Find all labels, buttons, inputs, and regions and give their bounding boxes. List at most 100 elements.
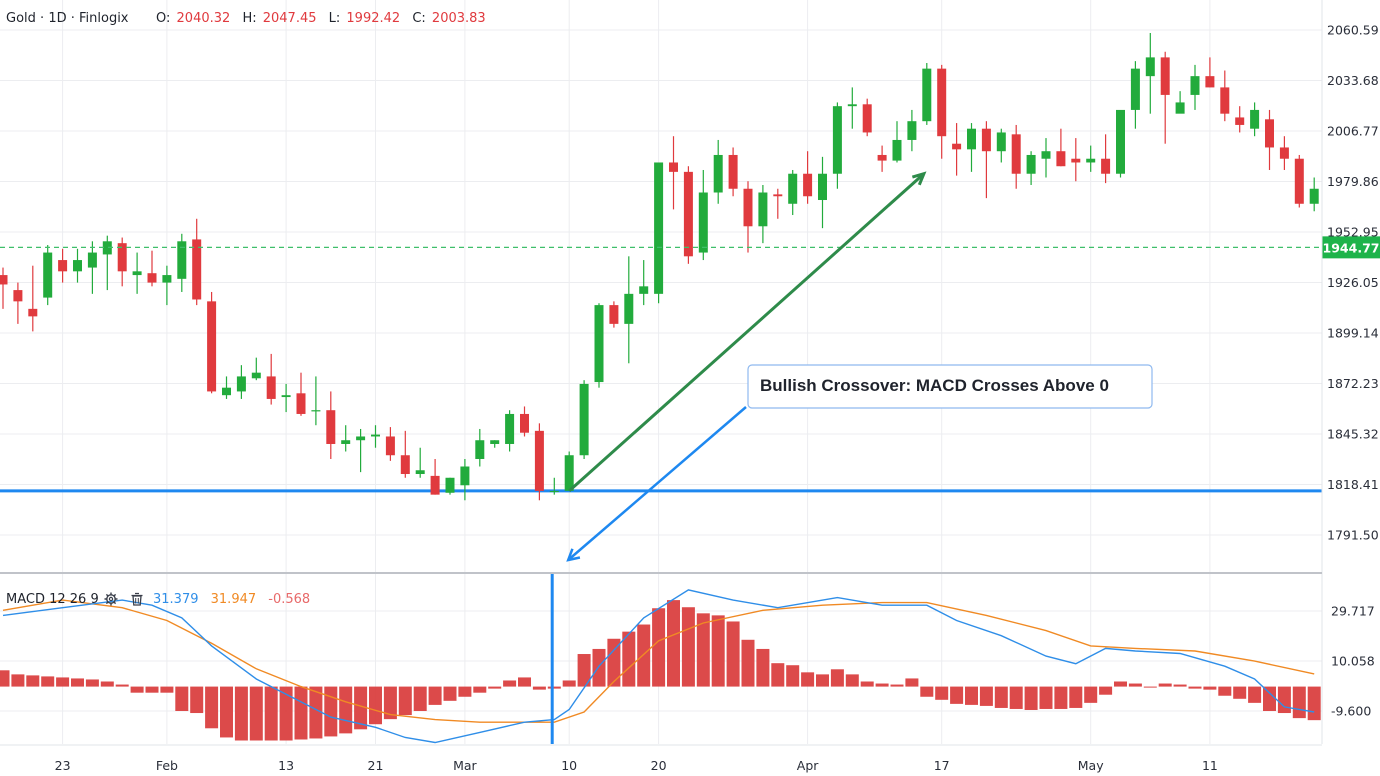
- macd-histogram-bar: [249, 686, 263, 741]
- macd-histogram-bar: [830, 669, 844, 687]
- macd-histogram-bar: [458, 686, 472, 697]
- candle-body: [579, 383, 589, 456]
- candle-body: [102, 241, 112, 255]
- candle: [162, 265, 172, 306]
- candle: [1190, 64, 1200, 110]
- macd-histogram-bar: [577, 654, 591, 687]
- ohlc-close-label: C:: [412, 11, 425, 26]
- candle-body: [564, 455, 574, 491]
- candle: [281, 383, 291, 413]
- candle: [877, 145, 887, 172]
- candle: [505, 410, 515, 452]
- trend-arrow-head: [911, 171, 927, 186]
- ohlc-close-value: 2003.83: [432, 11, 486, 26]
- candle: [266, 353, 276, 405]
- candle-body: [1205, 76, 1215, 88]
- time-tick-label: Apr: [797, 758, 819, 773]
- macd-histogram-bar: [518, 677, 531, 687]
- macd-histogram-bar: [41, 676, 55, 687]
- candle: [43, 245, 53, 306]
- time-tick-label: May: [1078, 758, 1104, 773]
- candle: [1309, 177, 1319, 212]
- current-price-label: 1944.77: [1323, 240, 1380, 255]
- candle: [788, 169, 798, 216]
- price-tick-label: 2060.59: [1327, 23, 1379, 38]
- candle-body: [818, 173, 827, 201]
- macd-tick-label: 29.717: [1331, 604, 1375, 619]
- macd-value: 31.379: [153, 592, 199, 607]
- candle-body: [847, 104, 857, 107]
- macd-histogram-bar: [532, 686, 546, 690]
- macd-histogram-bar: [205, 686, 219, 729]
- candle: [937, 64, 947, 159]
- candle-body: [654, 162, 664, 294]
- price-tick-label: 2006.77: [1327, 124, 1379, 139]
- candle: [728, 147, 738, 197]
- macd-histogram-bar: [100, 681, 114, 687]
- candle-body: [1101, 158, 1111, 174]
- candle-body: [371, 434, 380, 437]
- macd-histogram-bar: [145, 686, 159, 693]
- candle: [713, 139, 723, 204]
- macd-histogram-bar: [1173, 684, 1187, 687]
- settings-gear-icon[interactable]: [104, 592, 118, 606]
- candle: [0, 267, 8, 309]
- candle-body: [892, 139, 902, 161]
- candle-body: [1071, 158, 1081, 163]
- candle-body: [1160, 57, 1170, 95]
- delete-trash-icon[interactable]: [131, 592, 143, 606]
- candle: [192, 218, 202, 306]
- ohlc-values: O: 2040.32 H: 2047.45 L: 1992.42 C: 2003…: [156, 11, 486, 26]
- time-tick-label: 20: [651, 758, 667, 773]
- candle: [460, 458, 470, 501]
- macd-histogram-bar: [1128, 683, 1142, 687]
- macd-histogram-bar: [115, 684, 129, 687]
- candle-body: [877, 154, 887, 161]
- macd-histogram-bar: [264, 686, 278, 741]
- candle-body: [326, 410, 336, 444]
- macd-tick-label: 10.058: [1331, 654, 1375, 669]
- candle-body: [236, 376, 246, 392]
- macd-legend-values: 31.379 31.947 -0.568: [153, 592, 310, 607]
- macd-histogram-bar: [1263, 686, 1276, 711]
- macd-histogram-bar: [324, 686, 338, 737]
- candle: [1101, 134, 1111, 184]
- macd-histogram-bar: [354, 686, 368, 730]
- macd-histogram-bar: [1307, 686, 1321, 721]
- macd-params: 12 26 9: [49, 592, 99, 607]
- macd-legend: MACD 12 26 9 31.379 31.947 -0.568: [6, 592, 310, 607]
- candle: [654, 162, 664, 304]
- candle: [326, 391, 336, 459]
- candle: [341, 425, 351, 452]
- macd-histogram-bar: [994, 686, 1008, 708]
- macd-histogram-bar: [756, 648, 770, 687]
- callout-arrow-head: [566, 548, 581, 562]
- candle: [1011, 124, 1021, 189]
- macd-histogram-bar: [1039, 686, 1053, 709]
- macd-histogram-bar: [428, 686, 442, 705]
- candle-body: [132, 271, 142, 276]
- candle: [624, 256, 634, 364]
- macd-histogram-bar: [711, 615, 725, 687]
- current-price-line: 1944.77: [0, 236, 1380, 259]
- candle-body: [1011, 134, 1021, 174]
- macd-histogram-bar: [1292, 686, 1306, 719]
- candle-body: [356, 436, 366, 441]
- candle: [73, 248, 82, 283]
- macd-histogram-bar: [413, 686, 427, 711]
- time-tick-label: 13: [278, 758, 294, 773]
- candle-body: [1116, 109, 1125, 174]
- candle: [311, 376, 321, 426]
- candle: [1235, 106, 1245, 133]
- candle-body: [505, 413, 515, 444]
- price-tick-label: 1818.41: [1327, 477, 1379, 492]
- candle-body: [13, 290, 23, 302]
- candle-body: [1041, 151, 1051, 159]
- candle-body: [981, 128, 991, 152]
- candle: [639, 260, 649, 306]
- macd-histogram-bar: [562, 680, 576, 687]
- candle-body: [832, 106, 842, 174]
- candle-body: [311, 410, 321, 412]
- macd-histogram-bar: [1248, 686, 1262, 703]
